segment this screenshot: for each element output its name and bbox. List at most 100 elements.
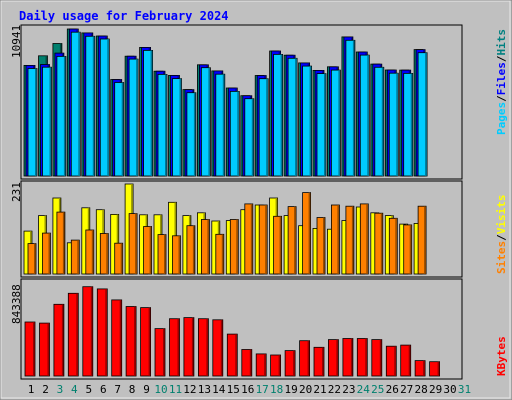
- pages-bar: [157, 74, 168, 177]
- legend-visits: Visits: [495, 195, 508, 235]
- sites-bar: [172, 235, 181, 275]
- sites-bar-shade: [91, 230, 94, 274]
- pages-bar: [330, 69, 341, 177]
- pages-bar-shade: [295, 58, 297, 176]
- kbytes-bar-shade: [177, 318, 180, 376]
- legend-sites: Sites: [495, 241, 508, 274]
- day-label: 19: [284, 383, 297, 396]
- panel-kbytes: 843388 KBytes: [10, 278, 508, 380]
- sites-bar-shade: [48, 233, 51, 274]
- kbytes-bar: [96, 288, 108, 377]
- day-label: 31: [458, 383, 471, 396]
- pages-bar-shade: [121, 82, 124, 176]
- day-label: 23: [342, 383, 355, 396]
- kbytes-bar: [255, 353, 267, 377]
- sites-bar: [316, 217, 326, 275]
- sites-bar: [70, 239, 80, 275]
- day-label: 22: [328, 383, 341, 396]
- kbytes-bar: [342, 338, 354, 377]
- sites-bar-shade: [192, 225, 195, 274]
- pages-bar-shade: [136, 59, 138, 176]
- sites-bar: [186, 225, 196, 275]
- sites-bar: [302, 192, 312, 275]
- pages-bar-shade: [352, 40, 355, 176]
- pages-bar: [143, 50, 154, 177]
- kbytes-bar-shade: [293, 350, 295, 376]
- sites-bar-shade: [409, 224, 412, 274]
- panel-visits-sites: 231 Sites/Visits: [10, 180, 508, 278]
- kbytes-bar-shade: [235, 334, 237, 376]
- kbytes-bar-shade: [322, 347, 324, 376]
- sites-bar: [258, 204, 268, 275]
- sites-bar-shade: [34, 243, 36, 274]
- pages-bar-shade: [92, 36, 95, 176]
- sites-bar-shade: [424, 206, 426, 274]
- pages-bar-shade: [179, 78, 182, 176]
- day-label: 25: [371, 383, 384, 396]
- sites-bar-shade: [178, 235, 181, 274]
- sites-bar: [345, 205, 355, 275]
- sites-bar-shade: [279, 216, 282, 274]
- pages-bar: [56, 56, 67, 177]
- sites-bar: [244, 203, 254, 275]
- pages-bar-shade: [338, 70, 340, 176]
- sites-bar-shade: [149, 226, 152, 274]
- sites-bar-shade: [62, 212, 65, 274]
- sites-bar: [56, 211, 66, 275]
- sites-bar: [417, 205, 427, 275]
- kbytes-bar: [39, 322, 50, 377]
- kbytes-bar-shade: [148, 307, 151, 376]
- kbytes-bar-shade: [220, 319, 223, 376]
- panel-hits-files-pages-legend: Pages/Files/Hits: [495, 29, 508, 135]
- sites-bar-shade: [265, 205, 267, 274]
- kbytes-bar-shade: [119, 299, 122, 376]
- kbytes-bar-shade: [379, 339, 382, 376]
- kbytes-bar: [400, 344, 412, 377]
- kbytes-bar-shade: [278, 355, 281, 376]
- kbytes-bar: [299, 340, 311, 377]
- day-label: 20: [299, 383, 312, 396]
- sites-bar: [287, 206, 297, 275]
- day-label: 3: [57, 383, 64, 396]
- pages-bar-shade: [410, 73, 413, 176]
- kbytes-bar-shade: [423, 360, 425, 376]
- kbytes-bar: [226, 333, 238, 377]
- kbytes-bar: [385, 345, 397, 377]
- sites-bar-shade: [380, 213, 383, 274]
- pages-bar: [359, 54, 370, 177]
- panel-visits-sites-legend: Sites/Visits: [495, 195, 508, 275]
- pages-bar-shade: [222, 74, 225, 176]
- pages-bar-shade: [237, 91, 239, 176]
- pages-bar: [215, 73, 226, 177]
- sites-bar: [374, 212, 384, 275]
- pages-bar-shade: [35, 68, 37, 176]
- kbytes-bar-shade: [408, 345, 411, 376]
- pages-bar: [42, 66, 52, 177]
- kbytes-bar: [284, 350, 296, 377]
- sites-bar: [128, 213, 138, 275]
- sites-bar: [273, 215, 283, 275]
- day-label: 28: [414, 383, 427, 396]
- kbytes-bar-shade: [437, 361, 440, 376]
- day-label: 27: [400, 383, 413, 396]
- pages-bar-shade: [107, 39, 109, 176]
- sites-bar: [330, 204, 340, 275]
- pages-bar-shade: [63, 56, 66, 176]
- panel-visits-sites-frame: [20, 180, 463, 278]
- kbytes-bar-shade: [394, 346, 396, 376]
- legend-pages: Pages: [495, 102, 508, 135]
- day-axis-labels: 1 2 3 4 5 6 7 8 9 10 11 12 13 14 15 16 17 18 19 20 21 22 23 24 2…: [28, 383, 471, 396]
- day-label: 8: [129, 383, 136, 396]
- kbytes-bar-shade: [90, 286, 93, 376]
- kbytes-bar: [371, 339, 383, 377]
- sites-bar-shade: [120, 243, 123, 274]
- pages-bar-shade: [78, 32, 80, 177]
- kbytes-bar: [356, 338, 368, 377]
- day-label: 17: [256, 383, 269, 396]
- legend-kbytes: KBytes: [495, 336, 508, 376]
- pages-bar: [128, 58, 139, 177]
- sites-bar-shade: [221, 234, 224, 274]
- sites-bar: [388, 217, 398, 275]
- kbytes-bar: [24, 321, 36, 377]
